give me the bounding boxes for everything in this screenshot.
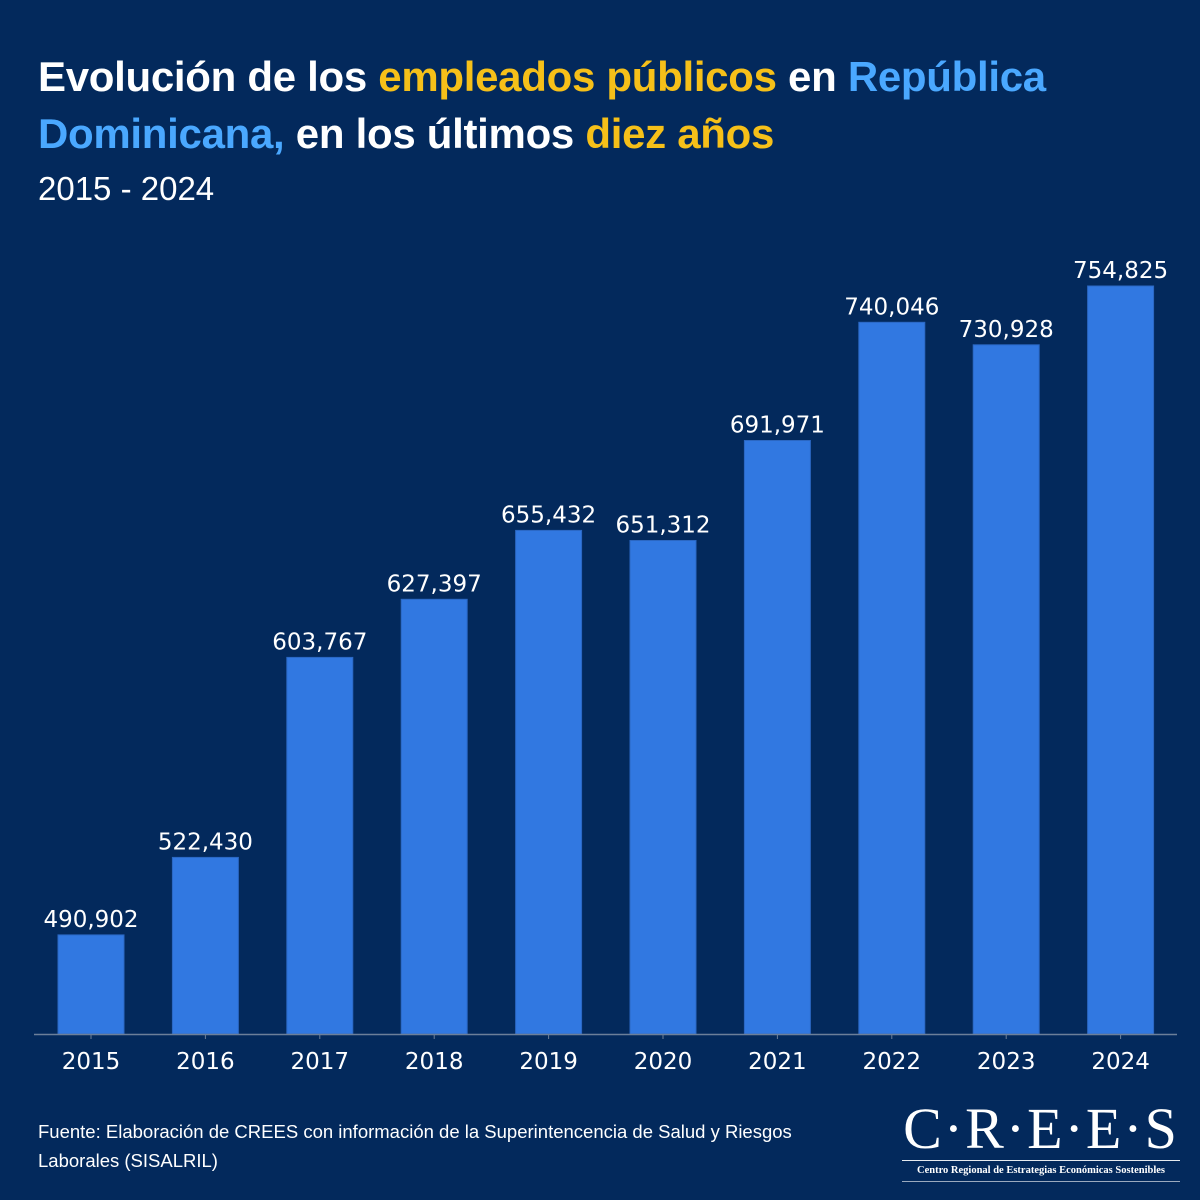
x-tick-label: 2016 xyxy=(176,1049,235,1075)
x-axis-ticks: 2015 2016 2017 2018 2019 2020 2021 2022 2023 2024 xyxy=(62,1035,1150,1075)
x-tick-label: 2017 xyxy=(291,1049,350,1075)
bar-2017 xyxy=(286,656,354,1035)
title-part: en xyxy=(776,53,848,100)
value-label-2020: 651,312 xyxy=(615,513,710,539)
chart-subtitle: 2015 - 2024 xyxy=(38,170,215,207)
title-part: en los últimos xyxy=(284,110,586,157)
crees-logo: C·R·E·E·S Centro Regional de Estrategias… xyxy=(898,1098,1184,1182)
bar-2019 xyxy=(515,529,583,1035)
value-label-2017: 603,767 xyxy=(272,629,367,655)
title-part-highlight: diez años xyxy=(585,110,775,157)
bar-2021 xyxy=(743,440,811,1035)
source-note: Fuente: Elaboración de CREES con informa… xyxy=(38,1121,792,1171)
logo-name: C·R·E·E·S xyxy=(903,1096,1179,1161)
value-label-2015: 490,902 xyxy=(43,907,138,933)
x-tick-label: 2019 xyxy=(519,1049,578,1075)
title-part: Evolución de los xyxy=(38,53,379,100)
bar-2018 xyxy=(400,598,468,1035)
value-label-2024: 754,825 xyxy=(1073,258,1168,284)
x-tick-label: 2024 xyxy=(1091,1049,1150,1075)
value-label-2018: 627,397 xyxy=(387,571,482,597)
value-label-2021: 691,971 xyxy=(730,413,825,439)
x-tick-label: 2018 xyxy=(405,1049,464,1075)
x-tick-label: 2022 xyxy=(863,1049,922,1075)
x-tick-label: 2023 xyxy=(977,1049,1036,1075)
x-tick-label: 2021 xyxy=(748,1049,807,1075)
value-label-2019: 655,432 xyxy=(501,502,596,528)
title-part-highlight: empleados públicos xyxy=(378,53,777,100)
bar-2016 xyxy=(171,856,239,1035)
bar-2020 xyxy=(629,540,697,1035)
logo-tagline: Centro Regional de Estrategias Económica… xyxy=(916,1165,1165,1176)
value-label-2022: 740,046 xyxy=(844,294,939,320)
bar-2023 xyxy=(972,344,1040,1035)
x-tick-label: 2015 xyxy=(62,1049,121,1075)
title-part-country: República Dominicana, xyxy=(38,53,1046,157)
bar-2015 xyxy=(57,934,125,1035)
logo-divider xyxy=(902,1160,1180,1161)
value-label-2023: 730,928 xyxy=(959,317,1054,343)
chart-title: Evolución de los empleados públicos en R… xyxy=(38,48,1168,162)
logo-divider xyxy=(902,1181,1180,1182)
value-label-2016: 522,430 xyxy=(158,829,253,855)
bars-group: 490,902 522,430 603,767 627,397 655,432 651,3… xyxy=(43,258,1168,1035)
bar-2024 xyxy=(1087,285,1155,1035)
x-tick-label: 2020 xyxy=(634,1049,693,1075)
bar-2022 xyxy=(858,321,926,1035)
